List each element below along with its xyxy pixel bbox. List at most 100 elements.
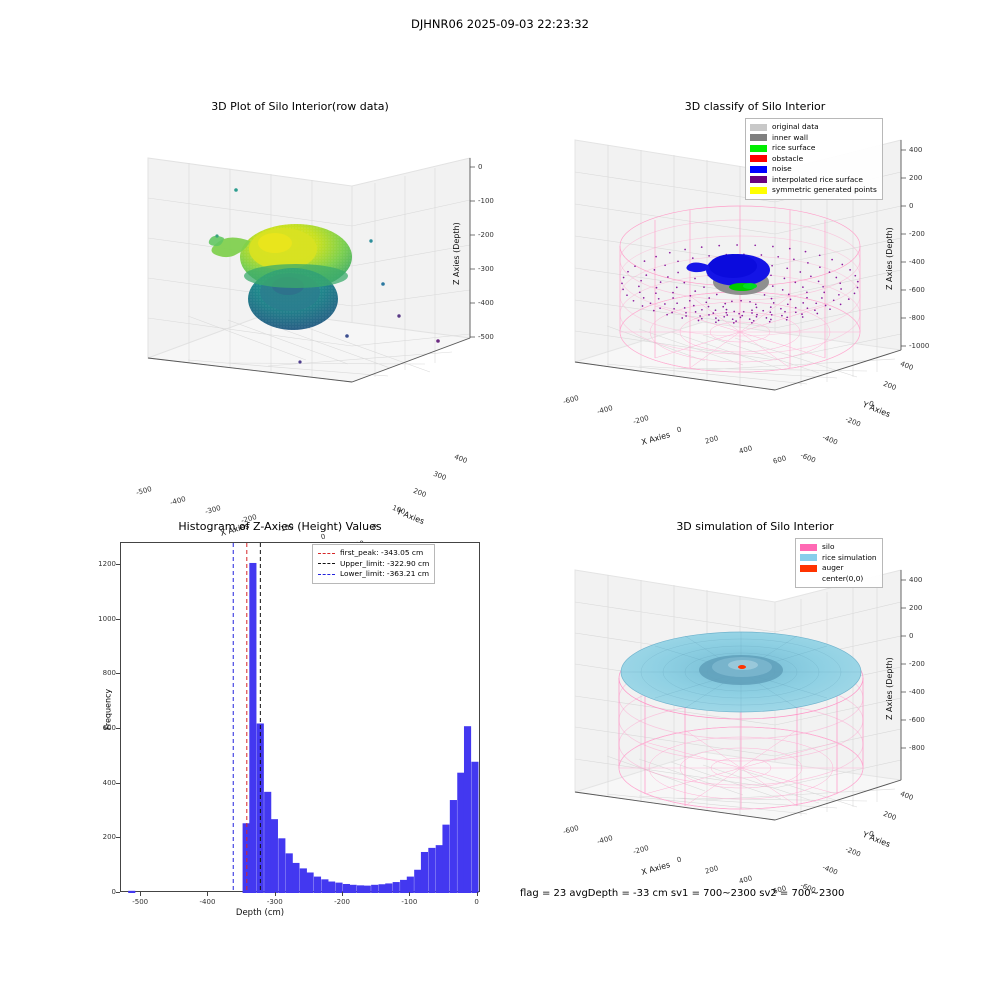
interpolated-point (694, 311, 697, 313)
interpolated-point (751, 312, 753, 314)
classify-spines (574, 140, 902, 391)
interpolated-point (769, 306, 772, 308)
interpolated-point (643, 260, 646, 262)
interpolated-point (673, 307, 675, 310)
histogram-bar (270, 819, 278, 893)
legend-swatch-icon (800, 543, 817, 551)
interpolated-point (707, 305, 710, 308)
interpolated-point (815, 302, 818, 305)
legend-swatch-icon (750, 186, 767, 194)
interpolated-point (672, 291, 674, 294)
interpolated-point (781, 314, 783, 317)
interpolated-point (793, 258, 795, 261)
histogram-xtick-mark (409, 892, 411, 896)
interpolated-point (725, 311, 728, 314)
scatter-raw-axes3d (147, 157, 475, 383)
scatter-raw-spines (147, 158, 471, 383)
histogram-bar (292, 862, 300, 893)
histogram-bar (420, 851, 429, 893)
interpolated-point (756, 313, 758, 316)
simulation-rice-surface (620, 631, 862, 713)
interpolated-point (770, 318, 772, 321)
legend-item-noise: noise (750, 164, 877, 175)
interpolated-point (712, 312, 715, 314)
classify-noise-cluster (686, 254, 770, 295)
histogram-bar (363, 885, 371, 893)
interpolated-point (783, 277, 786, 280)
interpolated-point (691, 257, 694, 259)
interpolated-point (723, 315, 726, 318)
histogram-bar (349, 884, 357, 893)
panel-classify: 3D classify of Silo Interior (545, 100, 965, 480)
interpolated-point (847, 298, 850, 300)
histogram-ytick-mark (116, 892, 120, 893)
histogram-xtick-label: -100 (401, 898, 418, 906)
interpolated-point (831, 258, 833, 261)
interpolated-point (659, 307, 661, 310)
interpolated-point (856, 286, 859, 289)
interpolated-point (664, 264, 666, 267)
interpolated-point (794, 281, 797, 284)
histogram-bar (285, 853, 293, 893)
interpolated-point (685, 311, 687, 314)
interpolated-point (700, 317, 703, 320)
interpolated-point (715, 317, 717, 319)
scatter-raw-pointcloud (208, 188, 440, 364)
interpolated-point (748, 318, 751, 320)
interpolated-point (802, 286, 804, 288)
classify-legend[interactable]: original data inner wall rice surface ob… (745, 118, 883, 200)
interpolated-point (763, 294, 766, 296)
interpolated-point (768, 320, 771, 323)
interpolated-point (724, 302, 727, 305)
interpolated-point (675, 286, 678, 289)
interpolated-point (700, 246, 703, 248)
interpolated-point (692, 304, 695, 307)
interpolated-point (676, 302, 678, 305)
interpolated-point (799, 271, 802, 273)
interpolated-point (786, 303, 789, 306)
histogram-bar (463, 726, 472, 893)
interpolated-point (816, 312, 819, 315)
interpolated-point (627, 270, 629, 273)
interpolated-point (786, 267, 789, 270)
interpolated-point (762, 309, 765, 312)
interpolated-point (806, 296, 808, 299)
histogram-legend[interactable]: first_peak: -343.05 cm Upper_limit: -322… (312, 544, 436, 584)
interpolated-point (770, 274, 772, 277)
interpolated-point (681, 317, 684, 319)
interpolated-point (732, 322, 735, 324)
interpolated-point (817, 280, 820, 283)
interpolated-point (683, 307, 686, 309)
interpolated-point (694, 277, 696, 280)
histogram-ylabel: Frequency (103, 688, 113, 731)
interpolated-point (787, 293, 790, 296)
interpolated-point (814, 309, 816, 312)
figure-suptitle: DJHNR06 2025-09-03 22:23:32 (411, 17, 589, 31)
interpolated-point (741, 314, 744, 317)
histogram-bar (449, 800, 457, 893)
interpolated-point (781, 289, 784, 291)
histogram-plot-area[interactable] (120, 542, 480, 894)
interpolated-point (634, 265, 636, 268)
interpolated-point (760, 254, 763, 256)
histogram-xtick-label: -500 (132, 898, 149, 906)
interpolated-point (655, 255, 657, 258)
simulation-legend[interactable]: silo rice simulation auger center(0,0) (795, 538, 883, 589)
panel-scatter-raw-title: 3D Plot of Silo Interior(row data) (211, 100, 389, 113)
interpolated-point (694, 290, 697, 292)
histogram-bar (249, 562, 257, 893)
interpolated-point (751, 321, 753, 324)
legend-item-symmetric-generated-points: symmetric generated points (750, 185, 877, 196)
interpolated-point (731, 300, 733, 303)
interpolated-point (794, 311, 797, 314)
histogram-ytick-label: 600 (102, 723, 116, 732)
legend-item-upper-limit: Upper_limit: -322.90 cm (318, 559, 429, 570)
histogram-bar (457, 772, 465, 893)
legend-swatch-icon (800, 575, 817, 582)
interpolated-point (638, 291, 641, 294)
interpolated-point (649, 302, 652, 305)
interpolated-point (738, 312, 740, 315)
histogram-bar (328, 881, 336, 893)
histogram-bar (414, 869, 422, 893)
